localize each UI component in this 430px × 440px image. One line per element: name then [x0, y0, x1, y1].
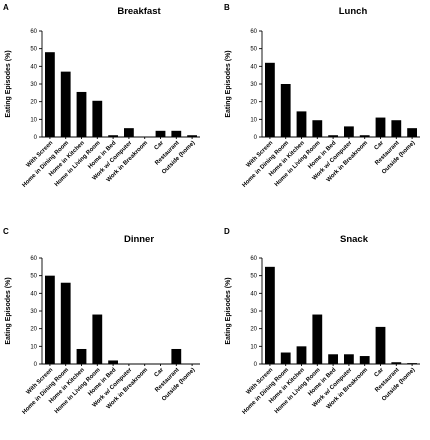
bar [265, 266, 275, 364]
chart-panel-d: D Snack 0 10 20 30 40 50 60 Eating Episodes (%) Wi… [224, 227, 420, 416]
chart-title: Lunch [339, 6, 368, 17]
x-tick-label: With Screen [26, 140, 55, 169]
y-axis-label: Eating Episodes (%) [5, 277, 12, 344]
y-tick-label: 40 [30, 64, 37, 70]
bar [312, 120, 323, 137]
bar [359, 135, 370, 137]
y-tick-label: 60 [30, 256, 37, 262]
x-tick-label: With Screen [246, 367, 275, 396]
bar [108, 135, 118, 137]
bar [45, 275, 55, 364]
bar [359, 356, 370, 364]
panel-letter: C [3, 227, 9, 236]
y-tick-label: 50 [30, 47, 37, 53]
panel-letter: A [3, 3, 9, 12]
chart-title: Breakfast [117, 6, 161, 17]
bar [344, 126, 354, 137]
x-tick-label: Car [374, 367, 386, 379]
y-tick-label: 0 [254, 362, 258, 368]
bar [296, 346, 307, 364]
y-tick-label: 50 [250, 47, 257, 53]
y-tick-label: 0 [254, 135, 258, 141]
bar [76, 348, 87, 364]
bar [108, 360, 118, 364]
y-axis-label: Eating Episodes (%) [5, 50, 12, 117]
panel-letter: B [224, 3, 230, 12]
y-tick-label: 0 [34, 362, 38, 368]
bar [171, 348, 182, 364]
bar [407, 128, 417, 137]
y-tick-label: 30 [30, 309, 37, 315]
x-tick-label: Car [374, 140, 386, 152]
bar [45, 52, 55, 138]
chart-title: Snack [340, 234, 369, 245]
y-tick-label: 10 [30, 117, 37, 123]
bar [171, 130, 182, 137]
bar [155, 130, 166, 137]
bar [407, 363, 417, 364]
y-axis-label: Eating Episodes (%) [225, 50, 232, 117]
y-tick-label: 20 [30, 100, 37, 106]
y-axis-label: Eating Episodes (%) [225, 277, 232, 344]
bar [328, 354, 338, 364]
bar [187, 135, 197, 137]
bar [375, 326, 386, 364]
y-tick-label: 10 [250, 117, 257, 123]
panel-letter: D [224, 227, 230, 236]
chart-panel-c: C Dinner 0 10 20 30 40 50 60 Eating Episodes (%) W… [3, 227, 200, 416]
chart-panel-a: A Breakfast 0 10 20 30 40 50 60 Eating Episodes (… [3, 3, 200, 189]
bar [344, 354, 354, 364]
bar [76, 91, 87, 137]
y-tick-label: 0 [34, 135, 38, 141]
y-tick-label: 20 [250, 327, 257, 333]
y-tick-label: 20 [250, 100, 257, 106]
y-tick-label: 30 [250, 82, 257, 88]
chart-title: Dinner [124, 234, 154, 245]
y-tick-label: 50 [30, 274, 37, 280]
x-tick-label: Car [154, 140, 166, 152]
y-tick-label: 40 [250, 64, 257, 70]
x-tick-label: Car [154, 367, 166, 379]
bar [280, 84, 291, 137]
bar [92, 314, 103, 364]
bar [92, 100, 103, 137]
y-tick-label: 60 [250, 29, 257, 35]
y-tick-label: 10 [250, 344, 257, 350]
chart-panel-b: B Lunch 0 10 20 30 40 50 60 Eating Episodes (%) Wi… [224, 3, 420, 189]
y-tick-label: 10 [30, 344, 37, 350]
bar [391, 120, 402, 137]
bar [375, 117, 386, 137]
bar [60, 282, 71, 364]
y-tick-label: 30 [30, 82, 37, 88]
bar [328, 135, 338, 137]
bar [391, 362, 402, 364]
x-tick-label: With Screen [26, 367, 55, 396]
bar [265, 62, 275, 137]
y-tick-label: 40 [30, 291, 37, 297]
bar [296, 111, 307, 137]
bar [312, 314, 323, 364]
bar [60, 71, 71, 137]
y-tick-label: 60 [250, 256, 257, 262]
x-tick-label: With Screen [246, 140, 275, 169]
y-tick-label: 40 [250, 291, 257, 297]
y-tick-label: 30 [250, 309, 257, 315]
bar [280, 352, 291, 364]
y-tick-label: 20 [30, 327, 37, 333]
y-tick-label: 50 [250, 274, 257, 280]
bar [124, 128, 134, 137]
y-tick-label: 60 [30, 29, 37, 35]
